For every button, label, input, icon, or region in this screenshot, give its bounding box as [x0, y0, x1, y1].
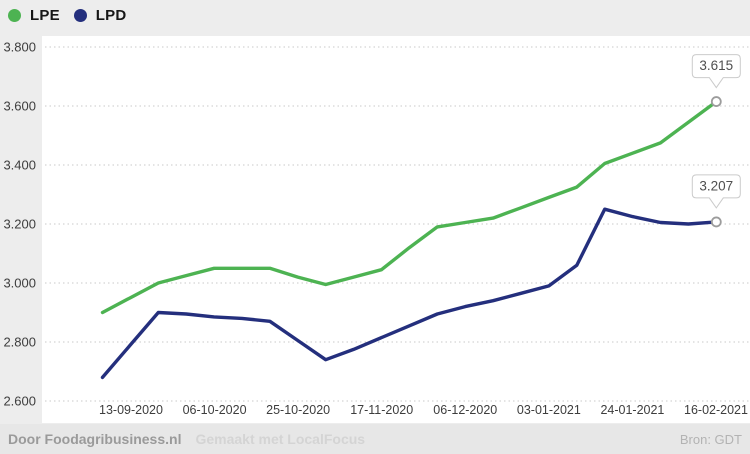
y-axis-tick-label: 2.600	[3, 394, 36, 409]
lpe-value-tooltip	[691, 54, 741, 89]
y-axis-tick-label: 3.200	[3, 217, 36, 232]
x-axis-tick-label: 03-01-2021	[517, 403, 581, 417]
lpd-line[interactable]	[100, 207, 718, 380]
plot-area	[42, 36, 750, 423]
x-axis-tick-label: 25-10-2020	[266, 403, 330, 417]
lpd-value-tooltip	[691, 174, 741, 209]
x-axis-tick-label: 13-09-2020	[99, 403, 163, 417]
x-axis-tick-label: 17-11-2020	[350, 403, 413, 417]
lpe-endpoint-marker[interactable]	[710, 96, 722, 107]
y-axis-tick-label: 2.800	[3, 335, 36, 350]
x-axis-tick-label: 06-10-2020	[183, 403, 247, 417]
chart-footer: Door Foodagribusiness.nl Gemaakt met Loc…	[0, 424, 750, 454]
y-axis-tick-label: 3.800	[3, 40, 36, 55]
x-axis-tick-label: 24-01-2021	[600, 403, 664, 417]
legend-item-label: LPE	[30, 7, 60, 24]
y-axis-tick-label: 3.000	[3, 276, 36, 291]
tooltip-value-label: 3.207	[699, 178, 733, 193]
legend-item-label: LPD	[95, 7, 127, 24]
chart-legend: LPE LPD	[8, 7, 126, 24]
tooltip-value-label: 3.615	[699, 58, 733, 73]
y-axis-tick-label: 3.600	[3, 99, 36, 114]
lpe-line[interactable]	[100, 99, 718, 315]
legend-item-lpe[interactable]: LPE	[8, 7, 60, 24]
legend-item-lpd[interactable]: LPD	[73, 7, 127, 24]
lpd-endpoint-marker[interactable]	[710, 216, 722, 228]
footer-source: Bron: GDT	[679, 431, 742, 447]
x-axis-tick-label: 06-12-2020	[433, 403, 497, 417]
footer-credit: Door Foodagribusiness.nl	[8, 431, 182, 447]
footer-made-with: Gemaakt met LocalFocus	[195, 431, 366, 447]
lpe-series-dot-icon	[8, 9, 21, 22]
y-axis-tick-label: 3.400	[3, 158, 36, 173]
x-axis-tick-label: 16-02-2021	[684, 403, 748, 417]
lpd-series-dot-icon	[73, 9, 87, 22]
